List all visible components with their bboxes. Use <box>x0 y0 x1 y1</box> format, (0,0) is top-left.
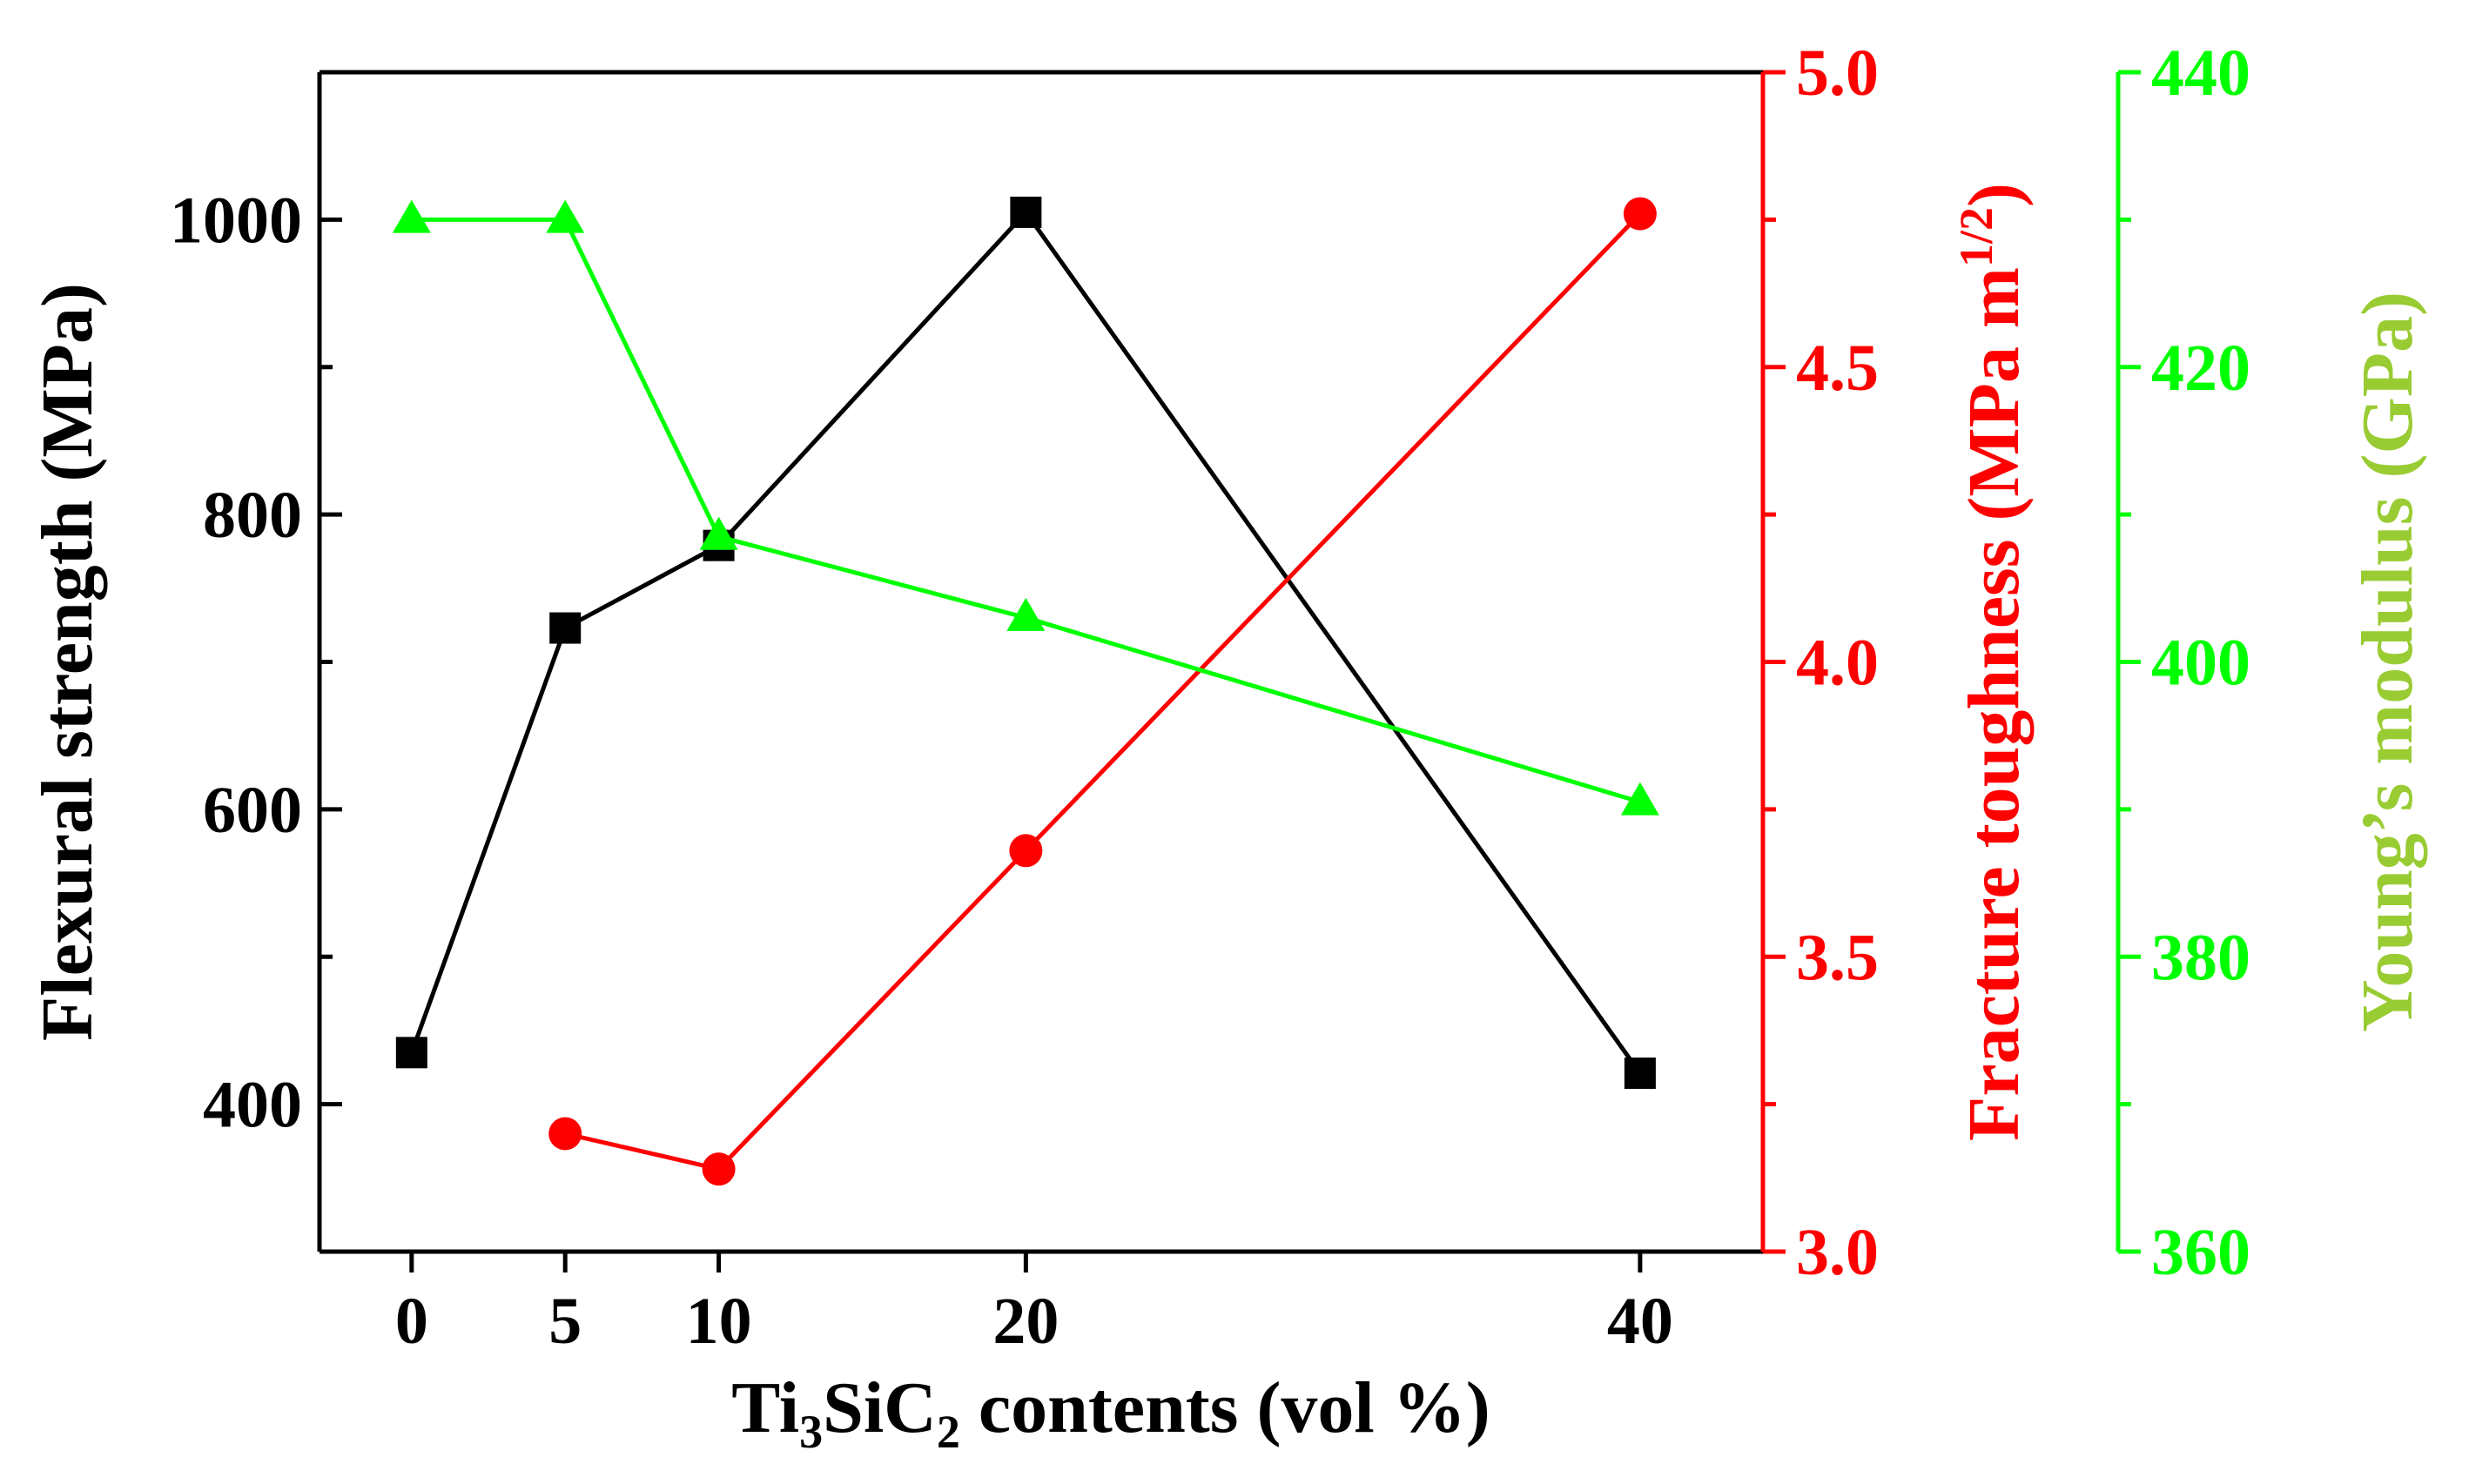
data-point-square <box>1624 1058 1656 1090</box>
left-tick-label: 1000 <box>170 184 302 257</box>
data-point-square <box>1010 196 1042 228</box>
series-line-circle <box>564 212 1642 1172</box>
toughness-tick-label: 5.0 <box>1796 37 1879 110</box>
x-tick-label: 10 <box>686 1285 752 1358</box>
x-title-mid: SiC <box>823 1367 937 1448</box>
x-tick-label: 5 <box>548 1285 582 1358</box>
modulus-tick-label: 420 <box>2151 332 2250 405</box>
modulus-tick-label: 360 <box>2151 1216 2250 1289</box>
data-point-triangle <box>699 516 738 550</box>
data-point-triangle <box>1620 782 1659 816</box>
toughness-title-sup: 1/2 <box>1950 207 2002 267</box>
x-title-sub1: 3 <box>799 1406 823 1458</box>
data-point-square <box>549 612 582 644</box>
toughness-tick-label: 4.0 <box>1796 627 1879 700</box>
modulus-tick-label: 400 <box>2151 627 2250 700</box>
x-title-suffix: contents (vol %) <box>960 1367 1490 1448</box>
series-layer <box>392 196 1659 1186</box>
x-axis-title: Ti3SiC2 contents (vol %) <box>731 1367 1490 1458</box>
modulus-tick-label: 440 <box>2151 37 2250 110</box>
data-point-square <box>395 1037 427 1069</box>
data-point-triangle <box>392 199 431 233</box>
data-point-circle <box>1623 197 1657 231</box>
modulus-tick-label: 380 <box>2151 921 2250 994</box>
data-point-circle <box>1009 834 1043 868</box>
toughness-tick-label: 3.5 <box>1796 921 1879 994</box>
axes-layer: 0 5 10 20 40 400 600 800 1000 3.0 3.5 4.0 4.5 5.0 360 3… <box>170 37 2250 1358</box>
x-tick-label: 0 <box>395 1285 428 1358</box>
x-title-sub2: 2 <box>937 1406 960 1458</box>
left-tick-label: 400 <box>203 1069 302 1142</box>
toughness-title-main: Fracture toughness (MPa m <box>1954 267 2035 1141</box>
data-point-circle <box>702 1152 736 1186</box>
right-axis-title-modulus: Young’s modulus (GPa) <box>2347 292 2428 1032</box>
left-axis-title: Flexural strength (MPa) <box>27 283 108 1041</box>
x-tick-label: 40 <box>1607 1285 1673 1358</box>
x-tick-label: 20 <box>992 1285 1059 1358</box>
series-line-square <box>409 210 1642 1075</box>
toughness-tick-label: 4.5 <box>1796 332 1879 405</box>
x-title-prefix: Ti <box>731 1367 799 1448</box>
series-line-triangle <box>411 217 1641 804</box>
right-axis-title-toughness: Fracture toughness (MPa m1/2) <box>1950 183 2035 1141</box>
data-point-circle <box>548 1117 582 1151</box>
toughness-tick-label: 3.0 <box>1796 1216 1879 1289</box>
left-tick-label: 800 <box>203 479 302 552</box>
data-point-triangle <box>1006 597 1046 631</box>
toughness-title-end: ) <box>1954 183 2035 207</box>
data-point-triangle <box>546 199 585 233</box>
left-tick-label: 600 <box>203 774 302 847</box>
